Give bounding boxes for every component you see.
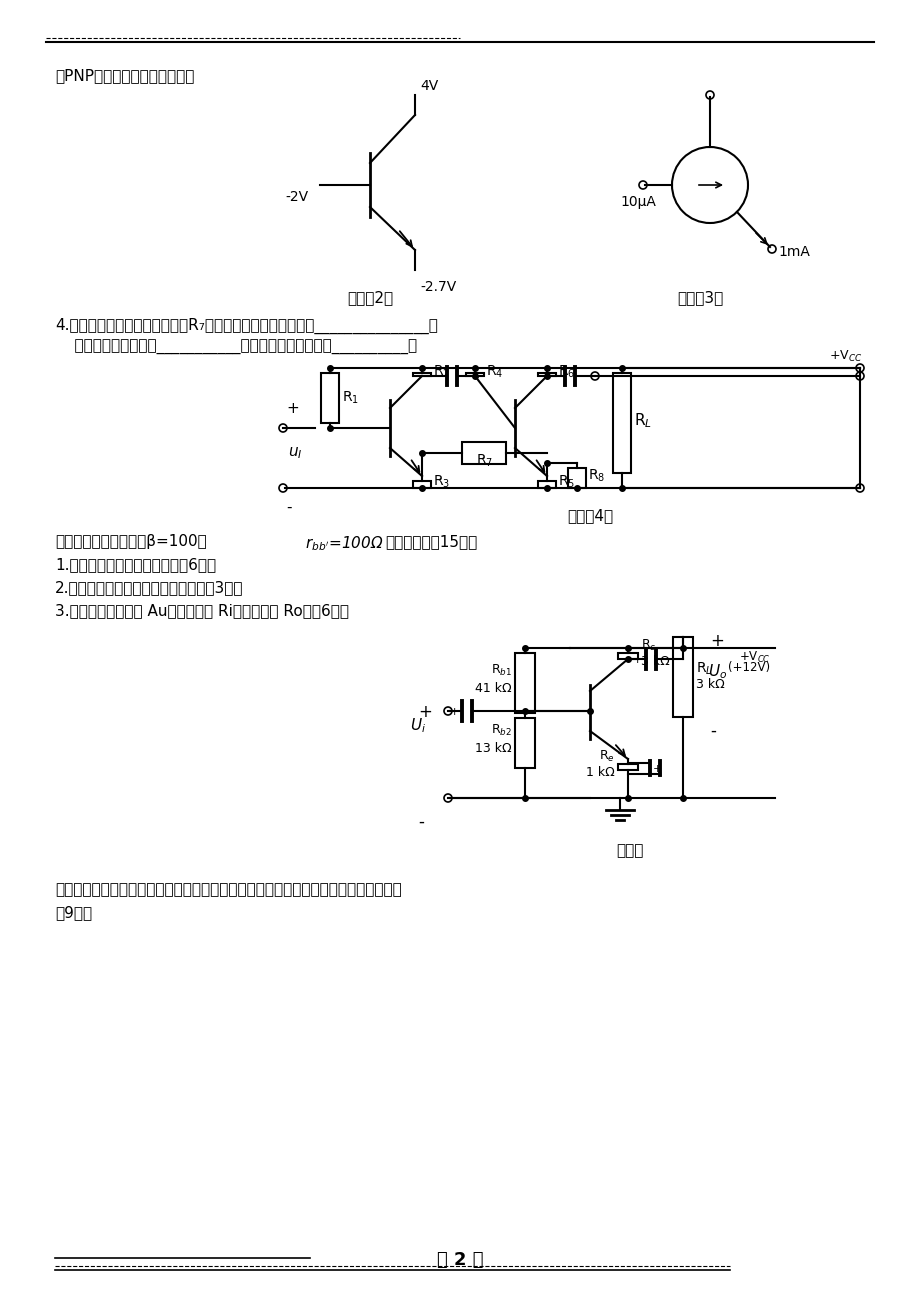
- Text: +: +: [632, 655, 641, 665]
- Text: 3 kΩ: 3 kΩ: [696, 678, 724, 691]
- Text: R$_c$: R$_c$: [641, 638, 656, 654]
- Text: 3 kΩ: 3 kΩ: [641, 655, 669, 668]
- Text: R$_{b1}$: R$_{b1}$: [491, 663, 512, 678]
- Text: 1mA: 1mA: [777, 245, 809, 259]
- Text: +V$_{CC}$: +V$_{CC}$: [828, 349, 861, 365]
- Text: R$_2$: R$_2$: [433, 363, 449, 380]
- Bar: [538, 480, 555, 488]
- Text: 其作用是使输入电阵___________、放大电路的通频带变__________。: 其作用是使输入电阵___________、放大电路的通频带变__________…: [55, 340, 416, 355]
- Text: 2.　画出放大电路的微变等效电路；（3分）: 2. 画出放大电路的微变等效电路；（3分）: [55, 579, 244, 595]
- Text: R$_4$: R$_4$: [485, 363, 503, 380]
- Text: +: +: [652, 763, 662, 773]
- Text: 题二、4图: 题二、4图: [566, 508, 612, 523]
- Text: R$_{b2}$: R$_{b2}$: [491, 723, 512, 738]
- Text: -: -: [417, 812, 424, 831]
- Text: +: +: [286, 401, 299, 417]
- Text: R$_1$: R$_1$: [342, 389, 358, 406]
- Text: 题二、3图: 题二、3图: [676, 290, 722, 305]
- Text: +: +: [449, 707, 459, 717]
- Text: 题二、2图: 题二、2图: [346, 290, 392, 305]
- Text: $r_{bb'}$=100Ω: $r_{bb'}$=100Ω: [305, 534, 383, 553]
- Bar: [515, 654, 535, 713]
- Text: 四、判断如图所示电路中引入了何种反馈，并在深度负反馈条件下计算闭环放大倍数。: 四、判断如图所示电路中引入了何种反馈，并在深度负反馈条件下计算闭环放大倍数。: [55, 881, 402, 897]
- Text: -2V: -2V: [285, 190, 308, 204]
- Text: 1 kΩ: 1 kΩ: [585, 766, 614, 779]
- Text: ，试计算：（15分）: ，试计算：（15分）: [384, 534, 477, 549]
- Text: +: +: [417, 703, 431, 721]
- Text: R$_3$: R$_3$: [433, 474, 449, 490]
- Text: -: -: [286, 500, 291, 516]
- Text: R$_L$: R$_L$: [633, 411, 652, 430]
- Bar: [538, 372, 555, 376]
- Text: +: +: [709, 631, 723, 650]
- Text: （9分）: （9分）: [55, 905, 92, 921]
- Text: (+12V): (+12V): [727, 661, 769, 674]
- Text: 题三图: 题三图: [616, 842, 643, 858]
- Bar: [618, 654, 637, 659]
- Text: 3.　求电压放大倍数 Au、输入电阵 Ri和输出电阵 Ro；（6分）: 3. 求电压放大倍数 Au、输入电阵 Ri和输出电阵 Ro；（6分）: [55, 603, 348, 618]
- Text: 三、如图所示电路中，β=100，: 三、如图所示电路中，β=100，: [55, 534, 207, 549]
- Text: R$_7$: R$_7$: [475, 453, 493, 470]
- Text: 4.　如图所示电路中，反馈元件R₇构成级间负反馈，其组态为_______________；: 4. 如图所示电路中，反馈元件R₇构成级间负反馈，其组态为___________…: [55, 318, 437, 335]
- Text: 4V: 4V: [420, 79, 437, 92]
- Text: R$_L$: R$_L$: [696, 661, 712, 677]
- Bar: [618, 764, 637, 769]
- Text: -2.7V: -2.7V: [420, 280, 456, 294]
- Bar: [673, 637, 692, 717]
- Text: -: -: [709, 723, 715, 740]
- Bar: [413, 372, 430, 376]
- Text: U$_i$: U$_i$: [410, 716, 425, 734]
- Text: R$_6$: R$_6$: [558, 363, 574, 380]
- Bar: [612, 372, 630, 473]
- Text: 第 2 页: 第 2 页: [437, 1251, 482, 1269]
- Bar: [466, 372, 483, 376]
- Bar: [567, 467, 585, 488]
- Text: 41 kΩ: 41 kΩ: [475, 682, 512, 695]
- Text: 13 kΩ: 13 kΩ: [475, 742, 512, 755]
- Text: u$_I$: u$_I$: [288, 445, 302, 461]
- Bar: [413, 480, 430, 488]
- Text: R$_8$: R$_8$: [587, 467, 605, 484]
- Text: R$_e$: R$_e$: [598, 749, 614, 764]
- Bar: [515, 717, 535, 768]
- Bar: [462, 441, 506, 464]
- Bar: [321, 372, 338, 423]
- Text: 或PNP）并在圆圈中画出管子。: 或PNP）并在圆圈中画出管子。: [55, 68, 194, 83]
- Text: 10μA: 10μA: [619, 195, 655, 210]
- Text: R$_5$: R$_5$: [558, 474, 574, 490]
- Text: +V$_{CC}$: +V$_{CC}$: [738, 650, 769, 665]
- Text: U$_o$: U$_o$: [708, 663, 727, 681]
- Text: 1.　放大电路的静态工作点；（6分）: 1. 放大电路的静态工作点；（6分）: [55, 557, 216, 572]
